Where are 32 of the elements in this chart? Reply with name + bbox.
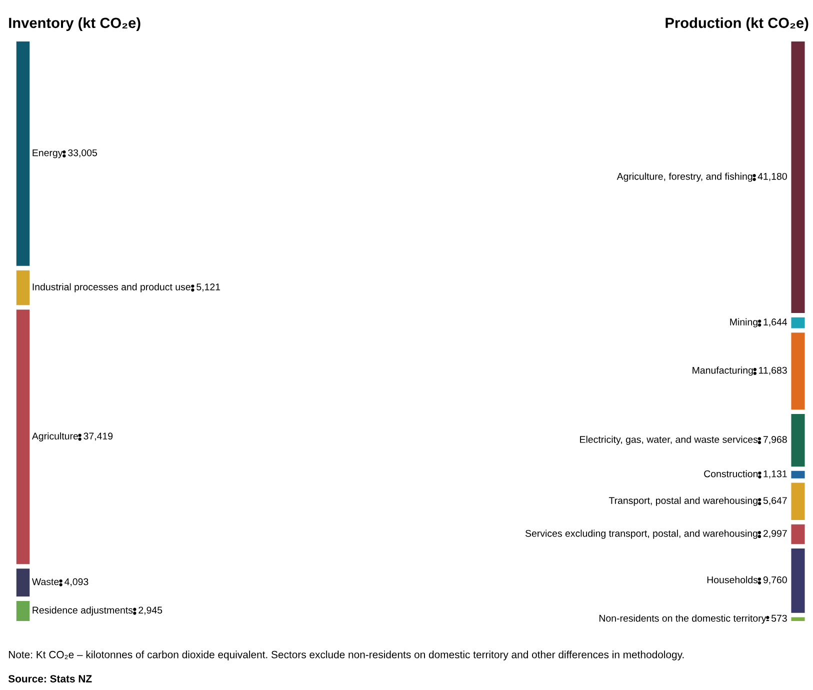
data-label: 33,005 [68, 149, 98, 158]
category-label: Waste [32, 578, 59, 586]
data-label: 2,945 [138, 606, 162, 615]
data-label: 41,180 [758, 172, 787, 181]
data-label: 7,968 [763, 436, 787, 444]
data-label: 1,644 [764, 318, 788, 327]
category-label: Agriculture [32, 432, 78, 442]
category-label: Households [707, 576, 758, 584]
data-label: 4,093 [64, 578, 88, 586]
category-label: Mining [730, 318, 758, 328]
text: Production (kt CO₂e) [666, 17, 808, 31]
data-label: 1,131 [764, 470, 787, 478]
category-label: Services excluding transport, postal, and warehousing [525, 530, 758, 539]
text: Inventory (kt CO₂e) [9, 17, 140, 31]
category-label: Energy [32, 149, 63, 158]
category-label: Electricity, gas, water, and waste services [580, 436, 758, 445]
category-label: Manufacturing [692, 366, 753, 376]
data-label: 573 [771, 614, 787, 622]
category-label: Transport, postal and warehousing [608, 496, 758, 506]
text: Note: Kt CO₂e – kilotonnes of carbon dioxide equivalent. Sectors exclude non-residents on domestic territory and other differences in methodology. [8, 650, 684, 660]
data-label: 37,419 [84, 432, 113, 441]
data-label: 5,647 [763, 497, 787, 506]
category-label: Industrial processes and product use [32, 283, 190, 292]
source-note: Source: Stats NZ [8, 675, 92, 682]
data-label: 9,760 [763, 576, 787, 584]
category-label: Construction [704, 470, 758, 478]
data-label: 11,683 [759, 366, 787, 375]
data-label: 2,997 [763, 530, 787, 538]
category-label: Agriculture, forestry, and fishing [616, 172, 752, 182]
category-label: Non-residents on the domestic territory [599, 614, 766, 624]
data-label: 5,121 [196, 283, 220, 292]
category-label: Residence adjustments [32, 606, 133, 616]
